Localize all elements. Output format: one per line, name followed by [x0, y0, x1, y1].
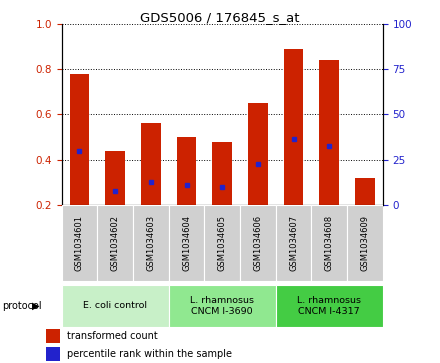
Bar: [240, 205, 276, 281]
Text: GSM1034604: GSM1034604: [182, 215, 191, 271]
Text: ▶: ▶: [32, 301, 40, 311]
Bar: [62, 285, 169, 327]
Bar: [47, 329, 60, 343]
Bar: [276, 205, 312, 281]
Bar: [312, 205, 347, 281]
Text: percentile rank within the sample: percentile rank within the sample: [67, 349, 232, 359]
Bar: [62, 205, 97, 281]
Text: GSM1034608: GSM1034608: [325, 215, 334, 271]
Text: GSM1034603: GSM1034603: [147, 215, 155, 271]
Bar: [97, 205, 133, 281]
Text: L. rhamnosus
CNCM I-3690: L. rhamnosus CNCM I-3690: [190, 296, 254, 315]
Text: GSM1034605: GSM1034605: [218, 215, 227, 271]
Bar: [213, 142, 232, 205]
Bar: [276, 285, 383, 327]
Bar: [70, 73, 89, 205]
Bar: [47, 347, 60, 361]
Bar: [284, 49, 304, 205]
Text: protocol: protocol: [2, 301, 42, 311]
Text: GDS5006 / 176845_s_at: GDS5006 / 176845_s_at: [140, 11, 300, 24]
Bar: [347, 205, 383, 281]
Text: GSM1034609: GSM1034609: [360, 215, 370, 271]
Bar: [105, 151, 125, 205]
Bar: [319, 60, 339, 205]
Text: GSM1034602: GSM1034602: [110, 215, 120, 271]
Bar: [169, 205, 204, 281]
Text: L. rhamnosus
CNCM I-4317: L. rhamnosus CNCM I-4317: [297, 296, 361, 315]
Bar: [204, 205, 240, 281]
Bar: [141, 123, 161, 205]
Bar: [177, 137, 196, 205]
Text: GSM1034607: GSM1034607: [289, 215, 298, 271]
Text: E. coli control: E. coli control: [83, 301, 147, 310]
Bar: [133, 205, 169, 281]
Bar: [248, 103, 268, 205]
Bar: [355, 178, 375, 205]
Text: GSM1034601: GSM1034601: [75, 215, 84, 271]
Text: transformed count: transformed count: [67, 331, 158, 341]
Text: GSM1034606: GSM1034606: [253, 215, 262, 271]
Bar: [169, 285, 276, 327]
